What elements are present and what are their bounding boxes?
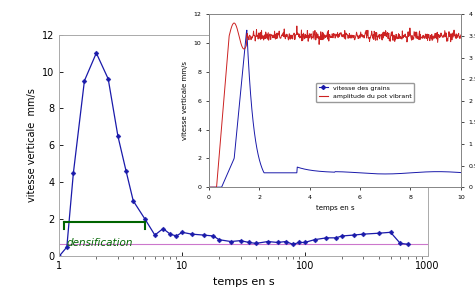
Y-axis label: vitesse verticale mm/s: vitesse verticale mm/s (182, 61, 188, 140)
X-axis label: temps en s: temps en s (315, 205, 354, 211)
Y-axis label: vitesse verticale  mm/s: vitesse verticale mm/s (27, 88, 37, 202)
Legend: vitesse des grains, amplitude du pot vibrant: vitesse des grains, amplitude du pot vib… (316, 83, 414, 102)
Text: densification: densification (67, 238, 133, 248)
X-axis label: temps en s: temps en s (213, 277, 274, 287)
